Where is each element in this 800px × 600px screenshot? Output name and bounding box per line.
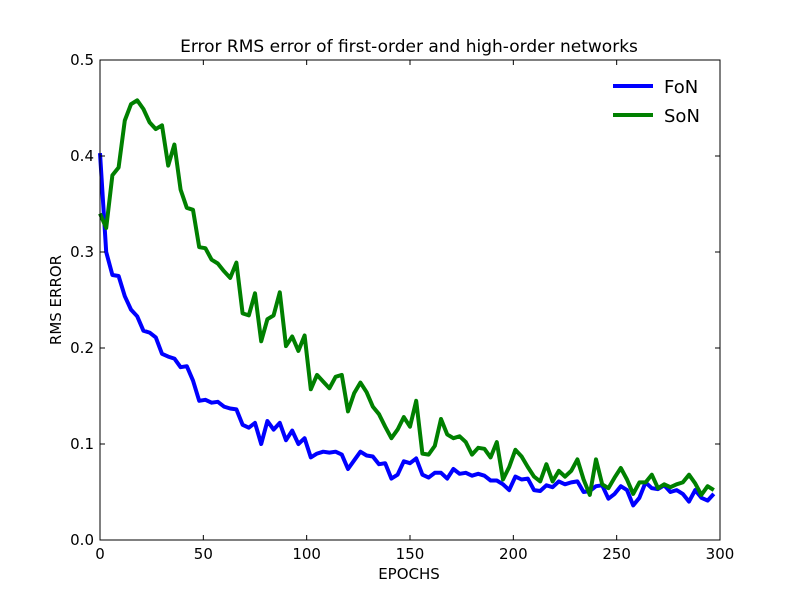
legend-label-fon: FoN — [664, 77, 698, 98]
y-axis-label: RMS ERROR — [47, 255, 65, 345]
x-tick-label: 0 — [95, 545, 105, 563]
y-tick-label: 0.0 — [70, 531, 94, 549]
x-tick-label: 150 — [396, 545, 425, 563]
series-layer — [98, 98, 716, 508]
series-line-fon — [98, 152, 716, 508]
series-line-son — [98, 98, 715, 497]
x-tick-label: 250 — [602, 545, 631, 563]
x-axis-label: EPOCHS — [378, 565, 440, 583]
x-tick-label: 200 — [499, 545, 528, 563]
legend-label-son: SoN — [664, 106, 700, 127]
x-tick-label: 50 — [194, 545, 213, 563]
y-tick-label: 0.3 — [70, 243, 94, 261]
plot-frame — [99, 59, 721, 541]
x-tick-label: 300 — [706, 545, 735, 563]
chart-title: Error RMS error of first-order and high-… — [180, 37, 638, 57]
x-tick-label: 100 — [292, 545, 321, 563]
y-tick-label: 0.2 — [70, 339, 94, 357]
legend: FoN SoN — [613, 77, 700, 127]
y-tick-label: 0.1 — [70, 435, 94, 453]
y-tick-label: 0.4 — [70, 147, 94, 165]
y-tick-label: 0.5 — [70, 51, 94, 69]
ticks-layer: 0 50 100 150 200 250 300 0.0 0.1 0.2 0.3 0.4 0.5 — [70, 51, 734, 563]
